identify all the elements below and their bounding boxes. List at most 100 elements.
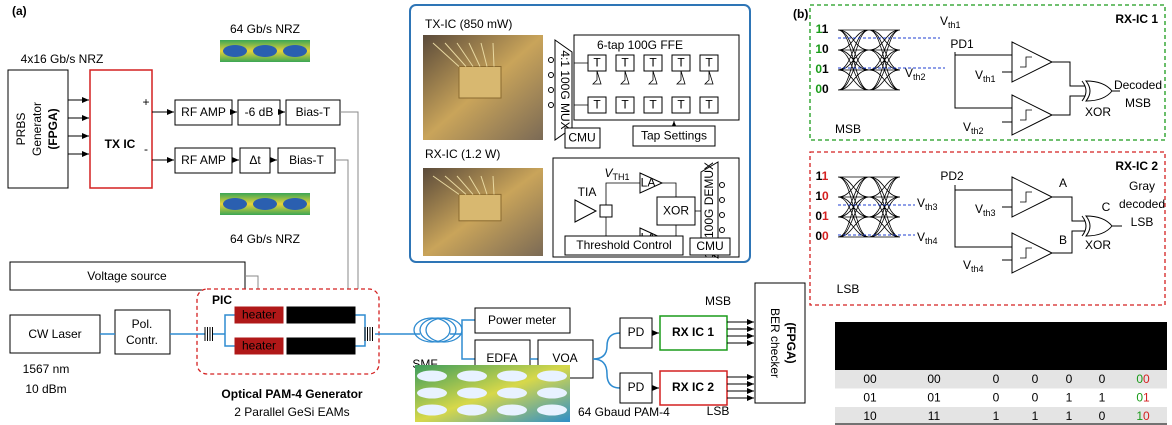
digit: 1 <box>822 209 829 223</box>
table-header-cell: LSB <box>1091 331 1114 345</box>
label: Generator <box>30 102 44 156</box>
label: Vth4 <box>963 258 984 274</box>
digit: 1 <box>816 169 823 183</box>
xor-box <box>656 196 696 226</box>
label: Pol. <box>132 317 153 331</box>
wire <box>450 319 475 360</box>
label: T <box>621 98 629 112</box>
label: T <box>705 56 713 70</box>
digit: 0 <box>822 42 829 56</box>
label: PD <box>628 380 645 394</box>
tap-box <box>615 96 635 114</box>
label: EDFA <box>486 351 517 365</box>
wire <box>1052 196 1085 254</box>
eye-opening <box>223 198 247 210</box>
label: 1:4 100G DEMUX <box>702 162 716 258</box>
port <box>719 227 725 233</box>
label: B <box>1059 233 1067 247</box>
digit: 0 <box>822 189 829 203</box>
wire <box>309 159 349 306</box>
digit: 1 <box>815 189 822 203</box>
label: PD <box>628 325 645 339</box>
tx-ic-box <box>89 69 153 189</box>
table-header-cell: PAM-4 <box>852 331 888 345</box>
table-row <box>835 407 1167 425</box>
eye-opening <box>283 45 307 57</box>
table-cell: 0 <box>1066 372 1073 386</box>
power-meter-box <box>474 307 571 334</box>
label: RF AMP <box>181 105 226 119</box>
symbol: V <box>975 68 983 82</box>
trace <box>468 175 481 195</box>
comparator <box>1011 94 1054 136</box>
label: CW Laser <box>28 327 81 341</box>
rx-panel-box <box>809 4 1166 141</box>
trace <box>492 42 495 67</box>
label: TIA <box>578 185 597 199</box>
eye-trace <box>837 29 901 91</box>
comparator <box>1011 232 1054 274</box>
eye-opening <box>457 404 487 416</box>
label: (FPGA) <box>784 322 798 363</box>
digit: 0 <box>1143 372 1150 386</box>
trace <box>480 42 488 67</box>
la-shape <box>639 172 664 194</box>
symbol: V <box>963 120 971 134</box>
label: T <box>593 98 601 112</box>
subscript: th4 <box>925 236 938 246</box>
digit: 0 <box>822 229 829 243</box>
eye-opening <box>457 387 487 399</box>
label: MSB <box>1125 96 1151 110</box>
table-header-cell: Gray <box>1130 323 1156 337</box>
subscript: th1 <box>948 20 961 30</box>
table-header-cell: B <box>1065 338 1073 352</box>
subscript: th3 <box>983 208 996 218</box>
table-cell: 01 <box>1136 391 1150 405</box>
eye-opening <box>417 387 447 399</box>
label: A <box>1059 176 1067 190</box>
label: RX IC 1 <box>672 325 714 339</box>
label: BER checker <box>768 308 782 378</box>
label: Decoded <box>1114 78 1162 92</box>
label: RF AMP <box>181 153 226 167</box>
table-cell: 1 <box>1032 409 1039 423</box>
table-cell: 1 <box>993 409 1000 423</box>
digit: 1 <box>822 169 829 183</box>
symbol: V <box>905 66 913 80</box>
eye-opening <box>457 370 487 382</box>
label: Gray <box>1129 179 1155 193</box>
table-header-cell: A <box>1031 338 1039 352</box>
label: PD1 <box>950 37 974 51</box>
subscript: th1 <box>983 74 996 84</box>
label: Vth2 <box>963 120 984 136</box>
table-header-cell: coded <box>918 338 951 352</box>
table-row <box>835 370 1167 389</box>
subscript: th2 <box>913 72 926 82</box>
label: Tap Settings <box>641 129 707 143</box>
eye-opening <box>497 387 527 399</box>
label: 64 Gb/s NRZ <box>230 232 300 246</box>
symbol: V <box>940 14 948 28</box>
digit: 0 <box>815 82 822 96</box>
eye-opening <box>223 45 247 57</box>
digit: 1 <box>815 42 822 56</box>
demux-shape <box>700 161 719 259</box>
tap-amp <box>676 70 686 85</box>
label: 1567 nm <box>23 362 70 376</box>
label: Vth2 <box>905 66 926 82</box>
label: RX-IC (1.2 W) <box>425 147 500 161</box>
label: 10 <box>815 189 829 203</box>
chip-die <box>458 193 502 222</box>
label: 64 Gb/s NRZ <box>230 22 300 36</box>
voltage-box <box>9 261 246 291</box>
wire <box>592 332 621 389</box>
digit: 0 <box>822 82 829 96</box>
subscript: th3 <box>925 202 938 212</box>
table-cell: 0 <box>1032 391 1039 405</box>
label: RX IC 2 <box>672 380 714 394</box>
tap-box <box>671 96 691 114</box>
label: 01 <box>815 209 829 223</box>
wire <box>319 111 359 306</box>
cmu-box <box>564 127 601 149</box>
digit: 0 <box>1136 372 1143 386</box>
